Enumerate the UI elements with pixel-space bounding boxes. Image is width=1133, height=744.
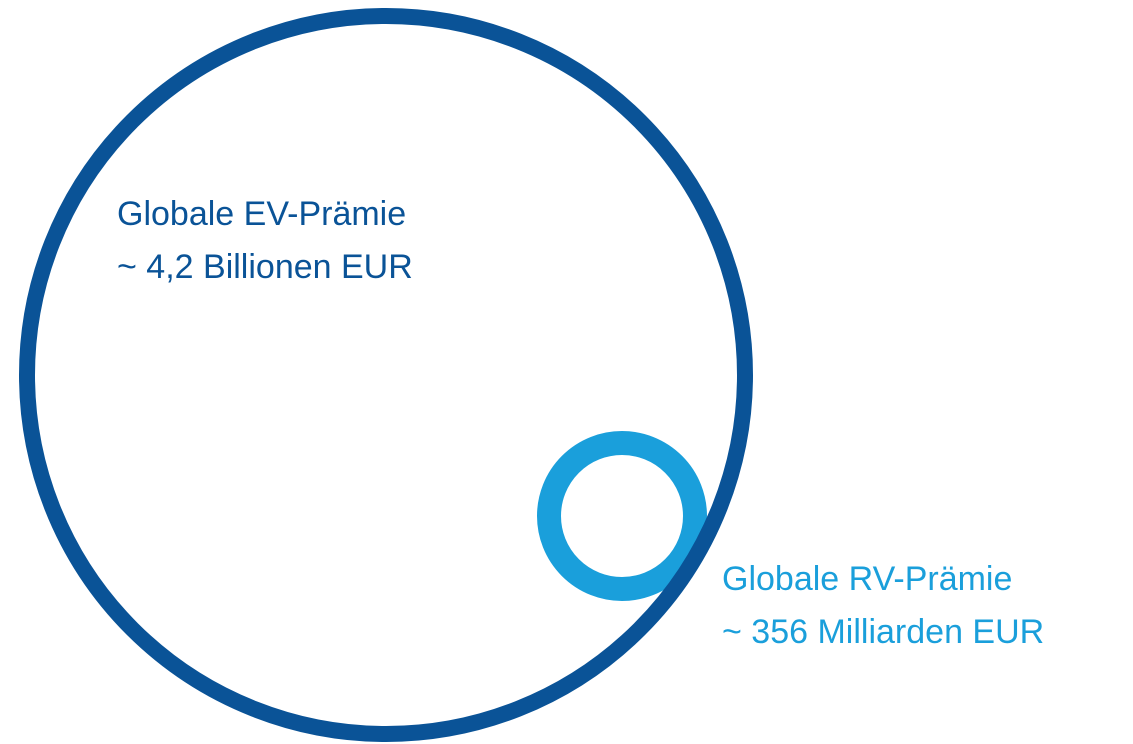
ev-circle bbox=[19, 8, 753, 742]
rv-title: Globale RV-Prämie bbox=[722, 560, 1012, 598]
ev-title: Globale EV-Prämie bbox=[117, 195, 406, 233]
rv-circle bbox=[537, 431, 707, 601]
rv-value: ~ 356 Milliarden EUR bbox=[722, 613, 1044, 651]
ev-value: ~ 4,2 Billionen EUR bbox=[117, 248, 413, 286]
